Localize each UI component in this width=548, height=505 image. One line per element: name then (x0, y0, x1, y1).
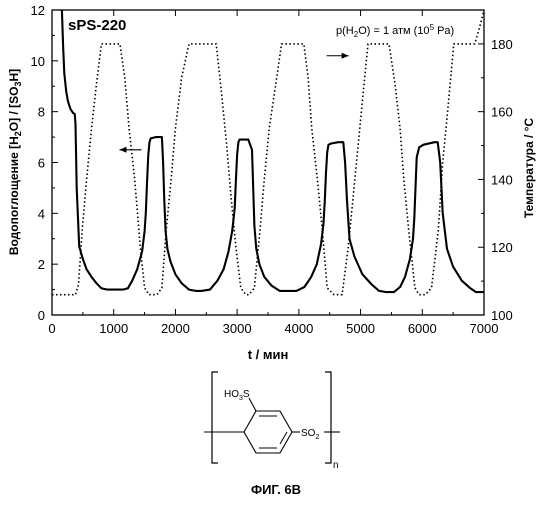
figure-caption: ФИГ. 6В (251, 482, 301, 497)
y-right-tick-label: 100 (491, 308, 513, 323)
chart-title: sPS-220 (68, 17, 126, 34)
y-left-tick-label: 10 (31, 54, 45, 69)
x-tick-label: 7000 (470, 321, 499, 336)
repeat-bracket-right (325, 372, 331, 463)
sulfone-group-label: SO2 (301, 428, 319, 441)
x-tick-label: 2000 (161, 321, 190, 336)
pressure-annotation: p(H2O) = 1 атм (105 Pa) (336, 23, 454, 39)
y-left-tick-label: 6 (38, 156, 45, 171)
y-left-axis-label: Водопоглощение [H2O] / [SO3H] (7, 69, 23, 255)
y-left-tick-label: 2 (38, 257, 45, 272)
sulfonic-group-label: HO3S (224, 389, 250, 402)
y-right-tick-label: 140 (491, 172, 513, 187)
x-tick-label: 6000 (408, 321, 437, 336)
bond-to-sulfonic (249, 398, 256, 411)
y-right-axis-ticks: 100 120 140 160 180 (478, 37, 513, 323)
repeat-bracket-left (212, 372, 218, 463)
repeat-subscript-n: n (333, 460, 339, 471)
series-layer (52, 10, 484, 295)
plot-frame (52, 10, 484, 315)
series-left-indicator-head (119, 147, 126, 153)
x-tick-label: 3000 (223, 321, 252, 336)
y-left-tick-label: 12 (31, 3, 45, 18)
x-tick-label: 4000 (284, 321, 313, 336)
x-axis-label: t / мин (248, 347, 289, 362)
y-left-tick-label: 4 (38, 206, 45, 221)
chemical-structure: HO3S SO2 n (204, 372, 340, 471)
y-right-tick-label: 120 (491, 240, 513, 255)
y-left-axis-ticks: 0 2 4 6 8 10 12 (31, 3, 58, 323)
y-right-tick-label: 180 (491, 37, 513, 52)
series-right-indicator-head (342, 53, 349, 59)
y-left-tick-label: 8 (38, 105, 45, 120)
x-tick-label: 5000 (346, 321, 375, 336)
y-left-tick-label: 0 (38, 308, 45, 323)
benzene-ring (244, 411, 292, 453)
y-right-axis-label: Температура / °C (522, 118, 536, 219)
x-tick-label: 1000 (99, 321, 128, 336)
x-tick-label: 0 (48, 321, 55, 336)
temperature-series-line (52, 10, 484, 295)
y-right-tick-label: 160 (491, 105, 513, 120)
